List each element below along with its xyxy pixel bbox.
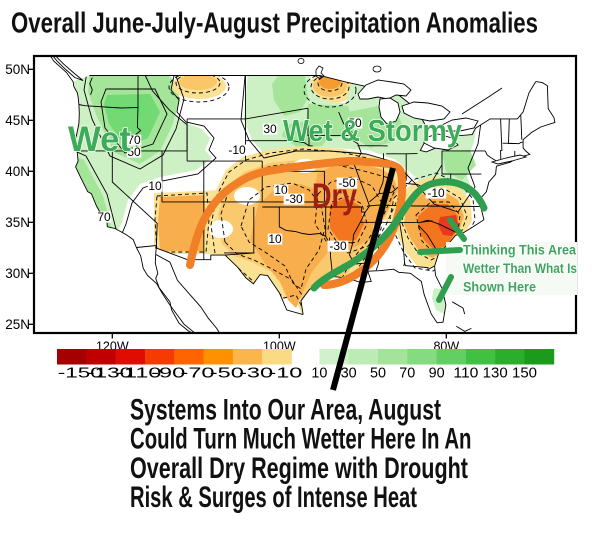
svg-text:-90: -90 (151, 366, 185, 382)
svg-text:Risk & Surges of Intense Heat: Risk & Surges of Intense Heat (130, 481, 417, 514)
svg-text:-150: -150 (58, 366, 103, 382)
svg-text:25N: 25N (5, 317, 30, 332)
svg-text:Dry: Dry (312, 177, 357, 216)
svg-text:10: 10 (311, 366, 327, 382)
svg-text:-50: -50 (338, 176, 356, 190)
svg-text:-10: -10 (427, 186, 445, 200)
svg-text:-70: -70 (181, 366, 215, 382)
svg-text:50: 50 (370, 366, 386, 382)
svg-text:Wet: Wet (68, 120, 131, 159)
svg-text:45N: 45N (5, 113, 30, 128)
svg-text:70: 70 (127, 133, 141, 147)
svg-text:130: 130 (483, 366, 508, 382)
svg-text:Systems Into Our Area, August: Systems Into Our Area, August (130, 393, 441, 426)
svg-text:40N: 40N (5, 164, 30, 179)
svg-text:35N: 35N (5, 215, 30, 230)
svg-text:-30: -30 (239, 366, 273, 382)
svg-text:-10: -10 (268, 366, 302, 382)
svg-text:Could Turn Much Wetter Here In: Could Turn Much Wetter Here In An (130, 423, 472, 456)
svg-text:10: 10 (268, 232, 282, 246)
svg-text:-130: -130 (87, 366, 132, 382)
svg-text:-30: -30 (285, 192, 303, 206)
svg-text:-110: -110 (116, 366, 161, 382)
svg-text:110: 110 (453, 366, 478, 382)
svg-text:30: 30 (263, 122, 277, 136)
svg-text:70: 70 (97, 210, 111, 224)
svg-text:90: 90 (429, 366, 445, 382)
svg-text:150: 150 (512, 366, 537, 382)
svg-text:Overall June-July-August Preci: Overall June-July-August Precipitation A… (11, 8, 538, 40)
svg-text:Thinking This Area: Thinking This Area (463, 242, 576, 258)
svg-text:50N: 50N (5, 62, 30, 77)
svg-text:70: 70 (399, 366, 415, 382)
svg-text:50: 50 (348, 116, 362, 130)
svg-text:10: 10 (148, 179, 162, 193)
svg-text:Shown Here: Shown Here (463, 279, 536, 295)
svg-text:-50: -50 (210, 366, 244, 382)
svg-text:Wetter Than What Is: Wetter Than What Is (463, 260, 577, 276)
svg-text:10: 10 (274, 183, 288, 197)
svg-text:-30: -30 (329, 239, 347, 253)
svg-text:30N: 30N (5, 266, 30, 281)
svg-text:Overall Dry Regime with Drough: Overall Dry Regime with Drought (130, 452, 468, 485)
svg-text:Wet & Stormy: Wet & Stormy (283, 113, 463, 148)
svg-text:50: 50 (127, 145, 141, 159)
svg-text:-10: -10 (228, 143, 246, 157)
svg-text:30: 30 (341, 366, 357, 382)
